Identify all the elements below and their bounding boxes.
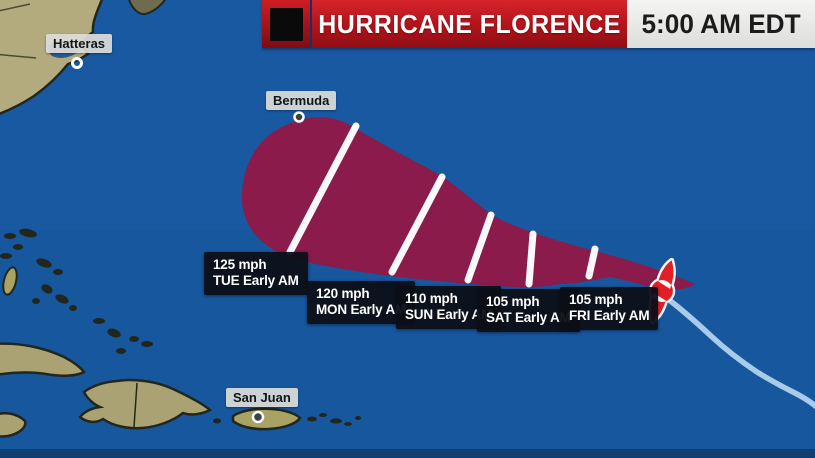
city-label-bermuda: Bermuda [266,91,337,110]
forecast-intensity: 110 mph [405,291,458,306]
forecast-cone [241,117,695,290]
forecast-intensity: 125 mph [213,257,267,272]
island-hispaniola [78,378,213,430]
title-bar: HURRICANE FLORENCE [312,0,628,48]
island-cuba [0,342,86,377]
forecast-intensity: 105 mph [569,292,623,307]
bahamas-islands [0,228,77,311]
forecast-label-tue: 125 mph TUE Early AM [204,252,308,295]
island-puerto-rico-group [213,407,361,431]
city-marker-san-juan [251,410,265,424]
land-virginia-coast [128,0,166,16]
interval-line-sun [464,211,495,284]
interval-line-sat [525,230,537,288]
city-marker-hatteras [71,57,83,69]
map-bottom-edge [0,449,815,458]
forecast-intensity: 120 mph [316,286,370,301]
interval-line-fri [585,245,599,280]
storm-title: HURRICANE FLORENCE [318,8,621,39]
forecast-time: MON Early AM [316,302,407,317]
forecast-time: SUN Early AM [405,307,493,322]
coastline-north-carolina [0,0,166,116]
forecast-time: TUE Early AM [213,273,299,288]
channel-logo [262,0,312,48]
timestamp-box: 5:00 AM EDT [627,0,815,48]
state-border-line [0,53,37,59]
virgin-islands [213,413,361,426]
header-banner: HURRICANE FLORENCE 5:00 AM EDT [262,0,815,48]
city-marker-bermuda [293,111,305,123]
forecast-intensity: 105 mph [486,294,540,309]
forecast-time: FRI Early AM [569,308,650,323]
forecast-time: SAT Early AM [486,310,571,325]
haiti-dr-border [133,382,138,428]
storm-track-line [661,293,815,410]
forecast-label-fri: 105 mph FRI Early AM [560,287,659,330]
interval-line-tue [286,122,360,256]
forecast-interval-lines [286,122,599,288]
timestamp-text: 5:00 AM EDT [641,8,801,39]
island-puerto-rico [231,407,302,431]
logo-square-icon [269,7,303,41]
interval-line-mon [388,173,446,276]
city-label-hatteras: Hatteras [46,34,113,53]
turks-and-caicos-islands [93,318,153,354]
state-border-line-2 [0,3,31,12]
island-jamaica [0,412,27,438]
city-label-san-juan: San Juan [226,388,298,407]
